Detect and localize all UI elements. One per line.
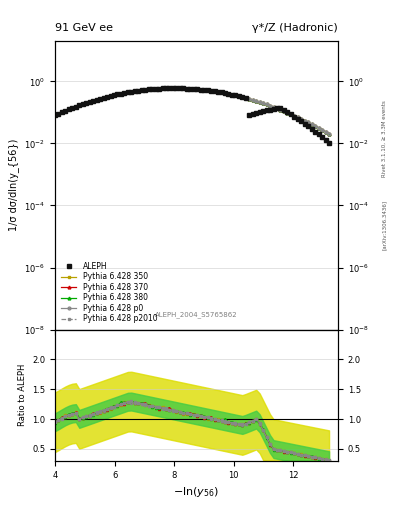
Pythia 6.428 350 xyxy=(243,95,248,101)
Pythia 6.428 350 xyxy=(222,90,227,96)
Pythia 6.428 370 xyxy=(327,131,331,137)
Pythia 6.428 380 xyxy=(219,90,224,96)
Line: Pythia 6.428 350: Pythia 6.428 350 xyxy=(53,87,331,135)
ALEPH xyxy=(233,92,238,98)
Pythia 6.428 p2010 xyxy=(327,131,331,137)
Pythia 6.428 p2010 xyxy=(53,112,57,118)
Pythia 6.428 p0 xyxy=(233,92,238,98)
Pythia 6.428 380 xyxy=(171,85,175,91)
ALEPH xyxy=(327,140,331,146)
Pythia 6.428 350 xyxy=(233,92,238,98)
Pythia 6.428 350 xyxy=(171,85,175,91)
Pythia 6.428 350 xyxy=(327,131,331,137)
Pythia 6.428 350 xyxy=(53,112,57,118)
Text: 91 GeV ee: 91 GeV ee xyxy=(55,23,113,33)
Pythia 6.428 p2010 xyxy=(222,90,227,96)
Pythia 6.428 p0 xyxy=(171,85,175,91)
Pythia 6.428 p0 xyxy=(299,116,304,122)
Pythia 6.428 370 xyxy=(171,85,175,91)
Text: [arXiv:1306.3436]: [arXiv:1306.3436] xyxy=(382,200,387,250)
Pythia 6.428 380 xyxy=(299,116,304,122)
ALEPH xyxy=(53,112,57,118)
Pythia 6.428 380 xyxy=(53,112,57,118)
Pythia 6.428 p2010 xyxy=(243,95,248,101)
Line: Pythia 6.428 p2010: Pythia 6.428 p2010 xyxy=(53,87,331,135)
Pythia 6.428 380 xyxy=(233,92,238,98)
Pythia 6.428 370 xyxy=(299,116,304,122)
Pythia 6.428 370 xyxy=(233,92,238,98)
X-axis label: $-\ln(y_{56})$: $-\ln(y_{56})$ xyxy=(173,485,220,499)
Pythia 6.428 350 xyxy=(219,90,224,96)
Pythia 6.428 380 xyxy=(327,131,331,137)
Line: ALEPH: ALEPH xyxy=(53,86,331,145)
Text: Rivet 3.1.10, ≥ 3.3M events: Rivet 3.1.10, ≥ 3.3M events xyxy=(382,100,387,177)
Y-axis label: Ratio to ALEPH: Ratio to ALEPH xyxy=(18,364,27,426)
Pythia 6.428 350 xyxy=(299,116,304,122)
Pythia 6.428 p0 xyxy=(178,85,182,91)
ALEPH xyxy=(178,85,182,91)
Pythia 6.428 370 xyxy=(178,85,182,91)
Y-axis label: 1/σ dσ/dln(y_{56}): 1/σ dσ/dln(y_{56}) xyxy=(8,139,18,231)
Text: γ*/Z (Hadronic): γ*/Z (Hadronic) xyxy=(252,23,338,33)
Pythia 6.428 p2010 xyxy=(233,92,238,98)
ALEPH xyxy=(171,85,175,91)
Pythia 6.428 350 xyxy=(178,85,182,91)
ALEPH xyxy=(299,118,304,124)
Pythia 6.428 p0 xyxy=(327,131,331,137)
Legend: ALEPH, Pythia 6.428 350, Pythia 6.428 370, Pythia 6.428 380, Pythia 6.428 p0, Py: ALEPH, Pythia 6.428 350, Pythia 6.428 37… xyxy=(59,260,160,326)
Pythia 6.428 370 xyxy=(222,90,227,96)
Line: Pythia 6.428 380: Pythia 6.428 380 xyxy=(53,87,331,135)
Pythia 6.428 p2010 xyxy=(178,85,182,91)
Pythia 6.428 380 xyxy=(243,95,248,101)
Line: Pythia 6.428 p0: Pythia 6.428 p0 xyxy=(53,87,331,135)
ALEPH xyxy=(243,95,248,101)
Pythia 6.428 370 xyxy=(243,95,248,101)
Pythia 6.428 p0 xyxy=(222,90,227,96)
Pythia 6.428 p0 xyxy=(219,90,224,96)
ALEPH xyxy=(219,90,224,96)
ALEPH xyxy=(222,90,227,96)
Pythia 6.428 370 xyxy=(53,112,57,118)
Pythia 6.428 p2010 xyxy=(299,116,304,122)
Text: ALEPH_2004_S5765862: ALEPH_2004_S5765862 xyxy=(155,311,238,318)
Pythia 6.428 380 xyxy=(178,85,182,91)
Pythia 6.428 380 xyxy=(222,90,227,96)
Pythia 6.428 p0 xyxy=(243,95,248,101)
Pythia 6.428 370 xyxy=(219,90,224,96)
Pythia 6.428 p2010 xyxy=(171,85,175,91)
Pythia 6.428 p2010 xyxy=(219,90,224,96)
Line: Pythia 6.428 370: Pythia 6.428 370 xyxy=(53,87,331,135)
Pythia 6.428 p0 xyxy=(53,112,57,118)
